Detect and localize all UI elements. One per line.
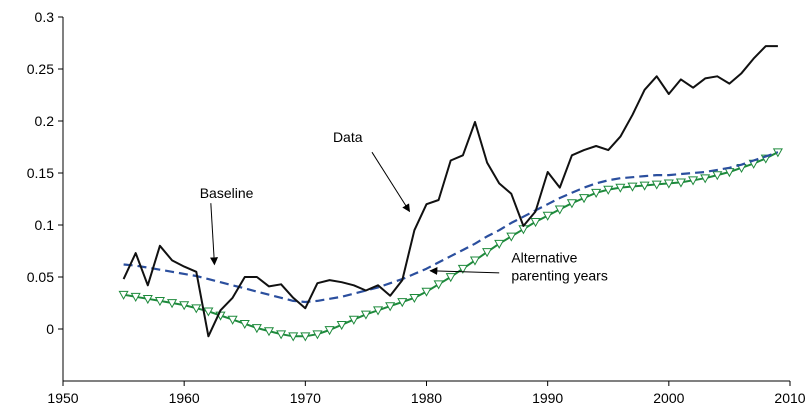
marker-point (191, 304, 202, 314)
marker-point (578, 194, 590, 204)
marker-point (312, 330, 323, 340)
annotation-label: Alternative (511, 249, 577, 265)
x-tick-label: 1990 (532, 390, 563, 406)
marker-point (118, 290, 129, 300)
marker-point (542, 211, 553, 221)
x-tick-label: 2000 (653, 390, 684, 406)
y-tick-label: 0.25 (27, 61, 54, 77)
marker-point (591, 188, 602, 198)
marker-point (142, 294, 153, 305)
marker-point (700, 174, 711, 184)
marker-point (300, 332, 311, 342)
annotation-arrow (210, 203, 219, 266)
annotation-label: Data (333, 129, 363, 145)
marker-point (397, 298, 408, 308)
marker-point (482, 248, 493, 258)
marker-point (554, 205, 565, 215)
marker-point (324, 326, 335, 336)
annotation-layer: Data Baseline Alternative parenting years (200, 129, 608, 284)
marker-point (663, 179, 674, 189)
marker-point (530, 218, 541, 228)
marker-point (385, 302, 396, 312)
annotation-arrow (429, 266, 500, 275)
marker-point (130, 292, 141, 302)
marker-point (348, 315, 359, 325)
annotation-label: parenting years (511, 267, 608, 283)
marker-point (603, 185, 614, 195)
axes: 0 0.05 0.1 0.15 0.2 0.25 0.3 1950 1960 1970 1980 19… (27, 9, 806, 406)
marker-point (239, 319, 250, 330)
marker-point (615, 183, 626, 193)
series-layer (118, 45, 783, 342)
x-tick-label: 2010 (774, 390, 805, 406)
y-tick-label: 0.05 (27, 269, 54, 285)
marker-point (154, 297, 165, 307)
x-tick-label: 1950 (47, 390, 78, 406)
marker-point (506, 232, 517, 242)
x-tick-label: 1960 (169, 390, 200, 406)
annotation-arrow (371, 151, 410, 213)
marker-point (688, 176, 699, 186)
marker-point (251, 324, 262, 334)
y-tick-label: 0.1 (35, 217, 55, 233)
marker-point (421, 287, 432, 297)
marker-point (167, 299, 178, 309)
y-tick-label: 0.15 (27, 165, 54, 181)
marker-point (227, 315, 238, 325)
marker-point (469, 256, 481, 266)
marker-point (627, 182, 638, 192)
marker-point (179, 301, 190, 311)
marker-point (494, 239, 505, 249)
marker-point (639, 181, 650, 191)
series-line-0 (122, 45, 778, 338)
y-tick-label: 0.2 (35, 113, 55, 129)
marker-point (457, 264, 468, 274)
marker-point (276, 330, 287, 340)
marker-point (372, 306, 384, 316)
annotation-label: Baseline (200, 185, 254, 201)
marker-point (336, 320, 347, 331)
y-tick-label: 0.3 (35, 9, 55, 25)
marker-point (566, 199, 577, 209)
marker-point (675, 178, 686, 188)
marker-point (445, 273, 456, 283)
marker-point (712, 171, 723, 181)
marker-point (433, 280, 444, 290)
marker-point (203, 307, 214, 317)
marker-point (651, 180, 662, 190)
marker-point (360, 310, 371, 320)
x-tick-label: 1980 (411, 390, 442, 406)
marker-point (263, 327, 275, 337)
y-tick-label: 0 (46, 321, 54, 337)
marker-point (409, 293, 420, 304)
marker-point (288, 332, 299, 342)
series-line-1 (123, 151, 779, 304)
x-tick-label: 1970 (290, 390, 321, 406)
